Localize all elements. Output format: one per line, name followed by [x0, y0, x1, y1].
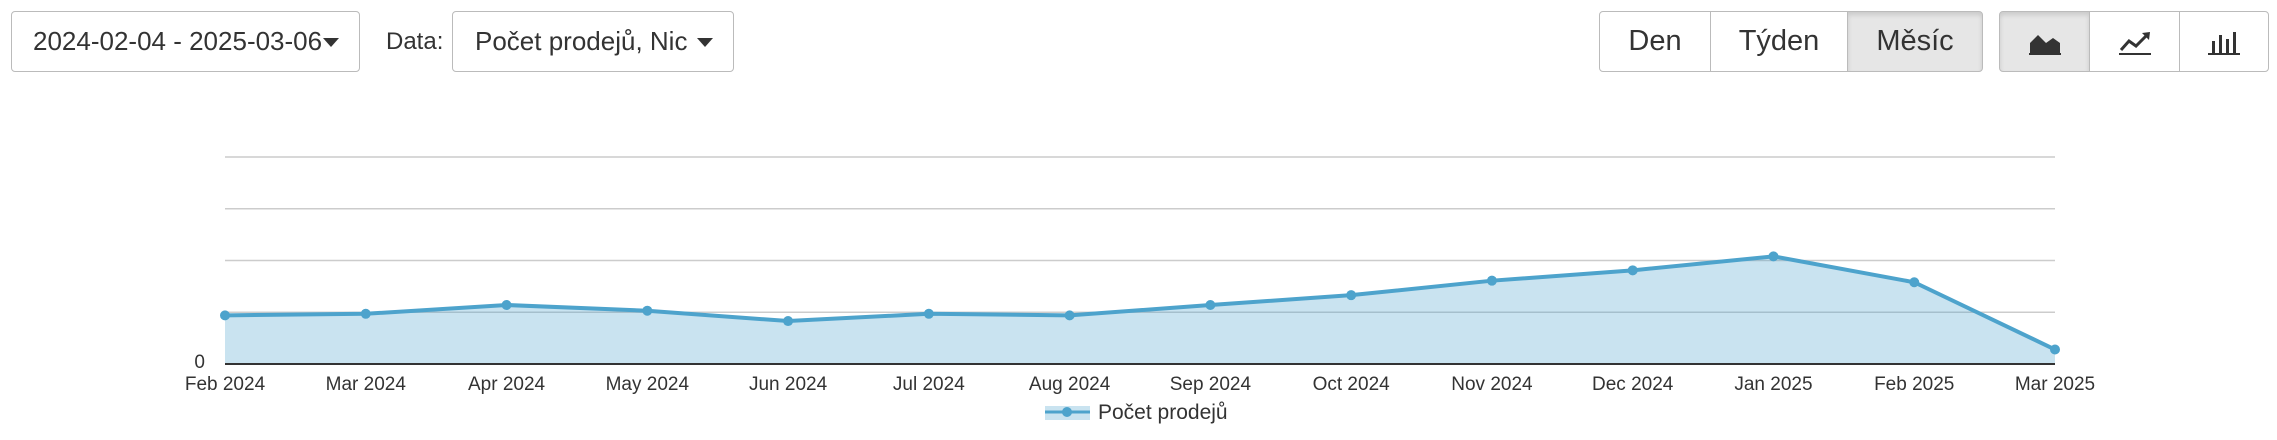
point — [783, 316, 794, 327]
data-dropdown[interactable]: Počet prodejů, Nic — [452, 11, 734, 72]
point — [1064, 310, 1075, 321]
date-range-dropdown[interactable]: 2024-02-04 - 2025-03-06 — [11, 11, 360, 72]
point — [923, 308, 934, 319]
line-icon — [2118, 31, 2151, 55]
caret — [697, 38, 713, 47]
x-tick-label: Jul 2024 — [893, 374, 965, 395]
x-tick-label: May 2024 — [606, 374, 690, 395]
data-label: Data: — [386, 28, 444, 55]
point — [220, 310, 230, 321]
line-chart-button[interactable] — [2089, 11, 2180, 72]
area-line — [224, 254, 2056, 352]
x-tick-label: Dec 2024 — [1592, 374, 1674, 395]
x-tick-label: Sep 2024 — [1170, 374, 1252, 395]
y-tick-label: 0 — [194, 352, 205, 373]
point — [2050, 344, 2060, 355]
bar-chart-button[interactable] — [2179, 11, 2269, 72]
x-tick-label: Aug 2024 — [1029, 374, 1111, 395]
bar-icon — [2208, 31, 2240, 55]
period-button[interactable]: Týden — [1710, 11, 1848, 72]
x-tick-label: Nov 2024 — [1451, 374, 1533, 395]
legend-marker — [1062, 407, 1072, 417]
area-fill — [225, 256, 2055, 364]
x-tick-label: Feb 2025 — [1874, 374, 1954, 395]
period-button[interactable]: Den — [1599, 11, 1711, 72]
caret — [323, 38, 339, 47]
x-tick-label: Feb 2024 — [185, 374, 266, 395]
point — [1205, 300, 1216, 311]
x-tick-label: Mar 2025 — [2015, 374, 2095, 395]
point — [642, 305, 653, 316]
legend-swatch — [1045, 406, 1090, 420]
area-icon — [2028, 34, 2061, 55]
point — [1627, 265, 1638, 276]
x-tick-label: Jan 2025 — [1734, 374, 1812, 395]
x-tick-label: Oct 2024 — [1313, 374, 1391, 395]
legend-label: Počet prodejů — [1098, 401, 1228, 424]
period-button[interactable]: Měsíc — [1847, 11, 1983, 72]
point — [501, 300, 512, 311]
date-range-text: 2024-02-04 - 2025-03-06 — [33, 26, 323, 56]
point — [1768, 251, 1779, 262]
x-tick-label: Jun 2024 — [749, 374, 828, 395]
x-tick-label: Mar 2024 — [326, 374, 407, 395]
point — [1346, 290, 1357, 301]
point — [1909, 277, 1920, 288]
data-select-text: Počet prodejů, Nic — [475, 26, 688, 56]
point — [360, 308, 371, 319]
area-chart-button[interactable] — [1999, 11, 2090, 72]
x-tick-label: Apr 2024 — [468, 374, 546, 395]
point — [1486, 275, 1497, 286]
